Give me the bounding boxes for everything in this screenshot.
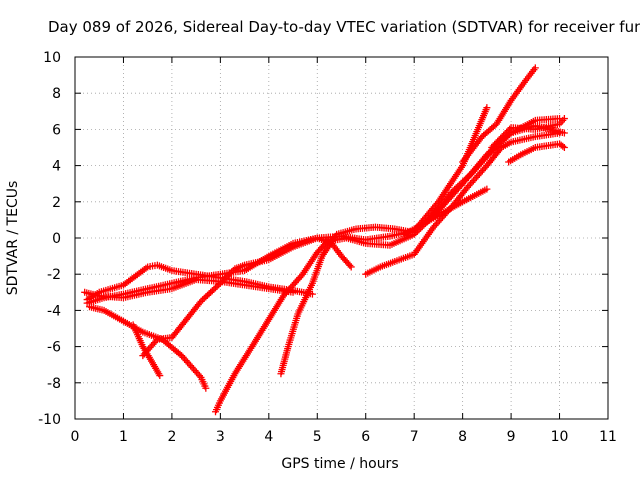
x-tick-label: 10: [551, 429, 569, 445]
data-point: [205, 290, 213, 298]
y-tick-label: -10: [38, 412, 61, 428]
x-tick-label: 5: [313, 429, 322, 445]
data-point: [460, 176, 468, 184]
data-point: [200, 294, 208, 302]
data-point: [449, 187, 457, 195]
data-point: [346, 261, 354, 269]
data-point: [223, 273, 231, 281]
x-tick-label: 6: [361, 429, 370, 445]
data-point: [224, 271, 232, 279]
x-tick-label: 11: [599, 429, 617, 445]
data-point: [483, 104, 491, 112]
data-point: [560, 129, 568, 137]
data-point: [455, 181, 463, 189]
x-axis-label: GPS time / hours: [281, 456, 399, 472]
data-point: [202, 384, 210, 392]
data-point: [213, 282, 221, 290]
chart-title: Day 089 of 2026, Sidereal Day-to-day VTE…: [48, 18, 640, 36]
data-point: [347, 263, 355, 271]
data-point: [197, 297, 205, 305]
data-point: [465, 172, 473, 180]
data-point: [156, 372, 164, 380]
data-point: [208, 287, 216, 295]
axis-ticks: 0 1 2 3 4 5 6 7 8 9 10 11 -10 -8 -6 -4 -2 0 2 4 6 8 10: [38, 50, 617, 445]
data-point: [463, 173, 471, 181]
data-point: [226, 270, 234, 278]
data-points: [81, 64, 568, 416]
series-track-13: [505, 140, 568, 166]
y-tick-label: 8: [52, 86, 61, 102]
data-point: [506, 125, 514, 133]
x-tick-label: 4: [264, 429, 273, 445]
y-tick-label: 4: [52, 159, 61, 175]
x-tick-label: 2: [167, 429, 176, 445]
series-track-6: [139, 234, 355, 360]
data-point: [199, 296, 207, 304]
data-point: [560, 115, 568, 123]
data-point: [560, 144, 568, 151]
data-point: [207, 288, 215, 296]
data-point: [221, 274, 229, 282]
data-point: [462, 175, 470, 183]
y-tick-label: 10: [43, 50, 61, 66]
x-tick-label: 7: [410, 429, 419, 445]
y-tick-label: 2: [52, 195, 61, 211]
series-track-12: [459, 64, 539, 166]
data-point: [531, 64, 539, 72]
data-point: [451, 185, 459, 193]
data-point: [202, 293, 210, 301]
data-point: [459, 178, 467, 186]
y-tick-label: -8: [47, 376, 61, 392]
data-point: [176, 350, 184, 358]
data-point: [216, 279, 224, 287]
data-point: [218, 278, 226, 286]
data-point: [454, 182, 462, 190]
plot-frame: [74, 56, 609, 420]
x-tick-label: 0: [71, 429, 80, 445]
x-tick-label: 1: [119, 429, 128, 445]
data-point: [486, 149, 494, 157]
data-point: [452, 184, 460, 192]
series-track-1: [83, 104, 491, 307]
series-track-8: [277, 223, 418, 378]
y-tick-label: -2: [47, 267, 61, 283]
data-point: [152, 337, 160, 345]
y-tick-label: 0: [52, 231, 61, 247]
data-point: [228, 268, 236, 276]
y-axis-label: SDTVAR / TECUs: [5, 180, 21, 296]
data-point: [467, 170, 475, 178]
y-tick-label: -6: [47, 340, 61, 356]
data-point: [210, 285, 218, 293]
data-point: [559, 142, 567, 150]
x-tick-label: 8: [458, 429, 467, 445]
y-tick-label: 6: [52, 122, 61, 138]
data-point: [195, 372, 203, 380]
series-track-9: [362, 129, 564, 278]
data-point: [483, 185, 491, 193]
x-tick-label: 3: [216, 429, 225, 445]
data-point: [457, 179, 465, 187]
data-point: [220, 276, 228, 284]
data-point: [229, 266, 237, 274]
data-point: [212, 284, 220, 292]
data-point: [215, 281, 223, 289]
x-tick-label: 9: [507, 429, 516, 445]
series-track-14: [488, 115, 568, 151]
data-point: [203, 291, 211, 299]
y-tick-label: -4: [47, 303, 61, 319]
data-point: [289, 288, 297, 296]
